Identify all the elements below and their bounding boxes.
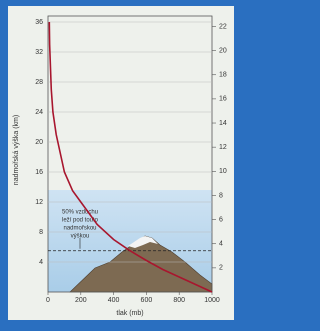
y2-tick-label: 2	[219, 265, 223, 272]
y-tick-label: 36	[35, 19, 43, 26]
y2-tick-label: 16	[219, 96, 227, 103]
y-tick-label: 20	[35, 139, 43, 146]
y2-tick-label: 4	[219, 241, 223, 248]
y-tick-label: 16	[35, 169, 43, 176]
y-axis-label: nadmořská výška (km)	[13, 115, 20, 185]
y-tick-label: 4	[39, 259, 43, 266]
chart: nadmořská výška (km) tlak (mb) 481216202…	[0, 0, 242, 326]
y-tick-label: 24	[35, 109, 43, 116]
y2-tick-label: 20	[219, 47, 227, 54]
x-tick-label: 1000	[204, 297, 220, 304]
y2-tick-label: 6	[219, 216, 223, 223]
y2-tick-label: 8	[219, 192, 223, 199]
annotation: nadmořskou	[63, 226, 96, 232]
y2-tick-label: 12	[219, 144, 227, 151]
y2-tick-label: 14	[219, 120, 227, 127]
x-tick-label: 800	[173, 297, 185, 304]
y-tick-label: 12	[35, 199, 43, 206]
y-tick-label: 28	[35, 79, 43, 86]
x-axis-label: tlak (mb)	[116, 310, 143, 317]
y2-tick-label: 18	[219, 72, 227, 79]
y2-tick-label: 22	[219, 23, 227, 30]
y-tick-label: 8	[39, 229, 43, 236]
y-tick-label: 32	[35, 49, 43, 56]
x-tick-label: 600	[141, 297, 153, 304]
annotation: 50% vzduchu	[62, 210, 98, 216]
x-tick-label: 200	[75, 297, 87, 304]
x-tick-label: 0	[46, 297, 50, 304]
y2-tick-label: 10	[219, 168, 227, 175]
x-tick-label: 400	[108, 297, 120, 304]
